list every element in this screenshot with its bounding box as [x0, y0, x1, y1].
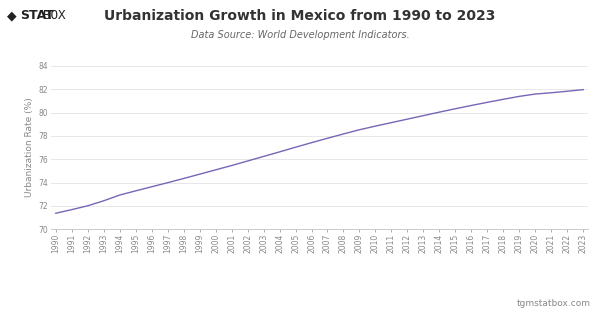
Y-axis label: Urbanization Rate (%): Urbanization Rate (%) [25, 98, 34, 198]
Text: Urbanization Growth in Mexico from 1990 to 2023: Urbanization Growth in Mexico from 1990 … [104, 9, 496, 24]
Text: STAT: STAT [20, 9, 53, 22]
Text: ◆: ◆ [7, 9, 17, 22]
Text: tgmstatbox.com: tgmstatbox.com [517, 299, 591, 308]
Text: BOX: BOX [43, 9, 65, 22]
Text: Data Source: World Development Indicators.: Data Source: World Development Indicator… [191, 30, 409, 40]
